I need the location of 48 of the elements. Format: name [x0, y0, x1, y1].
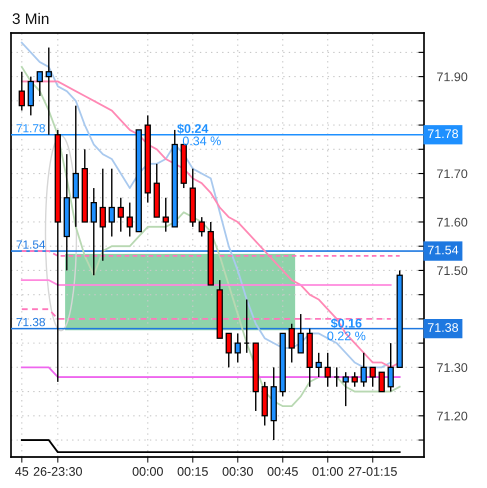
text: 71.54 [428, 246, 458, 254]
candlestick [100, 168, 106, 262]
candlestick [334, 366, 340, 388]
chart-title: 3 Min [12, 12, 48, 24]
x-tick-label: 00:45 [268, 467, 298, 476]
x-tick-label: 00:30 [222, 467, 253, 476]
ref-line-label: 71.78 [16, 124, 45, 132]
candlestick [198, 216, 205, 238]
y-tick-label: 71.60 [437, 218, 468, 227]
x-tick-label: 26-23:30 [34, 467, 82, 476]
annotation: $0.24 [177, 124, 208, 134]
y-tick-label: 71.50 [437, 266, 468, 276]
candlestick [360, 352, 367, 388]
x-tick-label: 01:00 [312, 467, 343, 476]
candlestick [316, 352, 322, 378]
y-tick-label: 71.90 [437, 72, 468, 82]
candlestick [352, 372, 358, 388]
candlestick [90, 187, 97, 276]
x-tick-label: 27-01:15 [348, 467, 397, 476]
ref-line-label: 71.54 [16, 240, 46, 249]
annotation: 0.22 % [327, 332, 366, 340]
candlestick [108, 168, 115, 238]
candlestick [234, 332, 241, 364]
candlestick [118, 197, 124, 232]
candlestick [18, 71, 25, 112]
candlestick [244, 298, 250, 354]
candlestick [324, 352, 331, 388]
candlestick [226, 332, 232, 368]
candlestick [126, 202, 133, 238]
candlestick [288, 323, 295, 364]
y-tick-label: 71.30 [437, 363, 468, 372]
candlestick [162, 197, 169, 232]
text: 71.38 [428, 323, 458, 332]
x-tick-label: 45 [15, 467, 28, 476]
y-tick-label: 71.20 [437, 412, 468, 420]
text: 71.78 [428, 129, 458, 138]
candlestick [370, 366, 376, 388]
y-tick-label: 71.70 [437, 169, 468, 178]
candlestick [388, 342, 394, 392]
candlestick [298, 313, 304, 354]
annotation: $0.16 [330, 318, 362, 328]
annotation: 0.34 % [182, 136, 221, 146]
ref-line-label: 71.38 [16, 318, 45, 326]
x-tick-label: 00:15 [178, 467, 208, 476]
x-tick-label: 00:00 [132, 467, 163, 476]
candlestick [36, 71, 43, 97]
candlestick [342, 372, 349, 407]
candlestick [378, 372, 385, 392]
